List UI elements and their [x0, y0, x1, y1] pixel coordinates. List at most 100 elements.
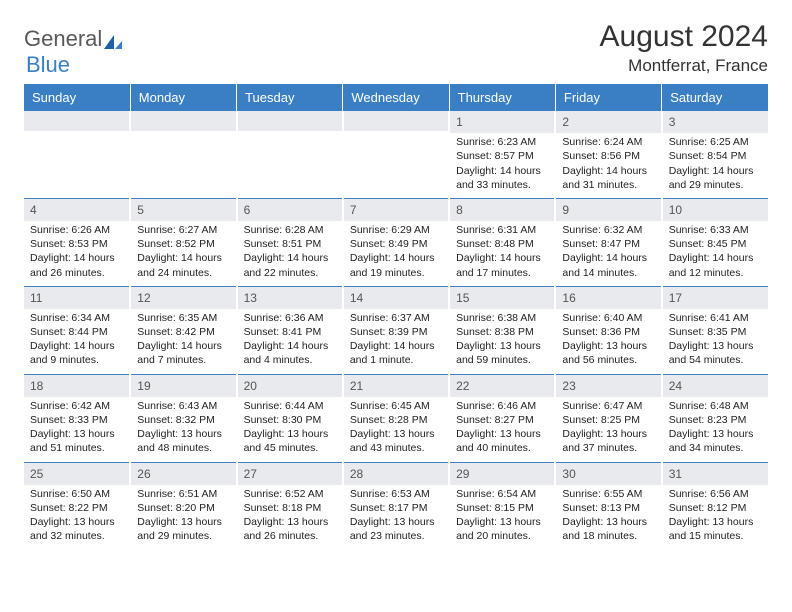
- day-number: 15: [450, 286, 554, 309]
- day-details: Sunrise: 6:42 AMSunset: 8:33 PMDaylight:…: [24, 397, 129, 462]
- daylight-text: Daylight: 14 hours and 9 minutes.: [30, 339, 123, 367]
- day-details: Sunrise: 6:34 AMSunset: 8:44 PMDaylight:…: [24, 309, 129, 374]
- calendar-day-cell: 10Sunrise: 6:33 AMSunset: 8:45 PMDayligh…: [662, 198, 768, 286]
- day-details: Sunrise: 6:53 AMSunset: 8:17 PMDaylight:…: [344, 485, 448, 550]
- daylight-text: Daylight: 14 hours and 1 minute.: [350, 339, 442, 367]
- calendar-day-cell: 22Sunrise: 6:46 AMSunset: 8:27 PMDayligh…: [449, 374, 555, 462]
- day-details: Sunrise: 6:27 AMSunset: 8:52 PMDaylight:…: [131, 221, 235, 286]
- sunrise-text: Sunrise: 6:41 AM: [669, 311, 762, 325]
- brand-text-1: General: [24, 26, 102, 51]
- day-number: 21: [344, 374, 448, 397]
- daylight-text: Daylight: 13 hours and 15 minutes.: [669, 515, 762, 543]
- day-number: 1: [450, 111, 554, 133]
- calendar-week-row: 25Sunrise: 6:50 AMSunset: 8:22 PMDayligh…: [24, 462, 768, 550]
- daylight-text: Daylight: 14 hours and 24 minutes.: [137, 251, 229, 279]
- day-number: 8: [450, 198, 554, 221]
- calendar-day-cell: 2Sunrise: 6:24 AMSunset: 8:56 PMDaylight…: [555, 111, 661, 198]
- daylight-text: Daylight: 13 hours and 40 minutes.: [456, 427, 548, 455]
- sunset-text: Sunset: 8:47 PM: [562, 237, 654, 251]
- weekday-header: Tuesday: [237, 84, 343, 111]
- day-number: 31: [663, 462, 768, 485]
- sunset-text: Sunset: 8:41 PM: [244, 325, 336, 339]
- day-details: Sunrise: 6:43 AMSunset: 8:32 PMDaylight:…: [131, 397, 235, 462]
- daylight-text: Daylight: 13 hours and 54 minutes.: [669, 339, 762, 367]
- sunrise-text: Sunrise: 6:45 AM: [350, 399, 442, 413]
- sunset-text: Sunset: 8:36 PM: [562, 325, 654, 339]
- sunset-text: Sunset: 8:45 PM: [669, 237, 762, 251]
- calendar-day-cell: 8Sunrise: 6:31 AMSunset: 8:48 PMDaylight…: [449, 198, 555, 286]
- daylight-text: Daylight: 13 hours and 56 minutes.: [562, 339, 654, 367]
- day-details: Sunrise: 6:33 AMSunset: 8:45 PMDaylight:…: [663, 221, 768, 286]
- sunrise-text: Sunrise: 6:36 AM: [244, 311, 336, 325]
- sunset-text: Sunset: 8:15 PM: [456, 501, 548, 515]
- day-number: [24, 111, 129, 131]
- sunrise-text: Sunrise: 6:26 AM: [30, 223, 123, 237]
- sunrise-text: Sunrise: 6:29 AM: [350, 223, 442, 237]
- calendar-day-cell: 3Sunrise: 6:25 AMSunset: 8:54 PMDaylight…: [662, 111, 768, 198]
- calendar-day-cell: 23Sunrise: 6:47 AMSunset: 8:25 PMDayligh…: [555, 374, 661, 462]
- sunset-text: Sunset: 8:13 PM: [562, 501, 654, 515]
- calendar-day-cell: 13Sunrise: 6:36 AMSunset: 8:41 PMDayligh…: [237, 286, 343, 374]
- sunrise-text: Sunrise: 6:52 AM: [244, 487, 336, 501]
- day-number: 13: [238, 286, 342, 309]
- day-number: 18: [24, 374, 129, 397]
- calendar-day-cell: 26Sunrise: 6:51 AMSunset: 8:20 PMDayligh…: [130, 462, 236, 550]
- sunrise-text: Sunrise: 6:40 AM: [562, 311, 654, 325]
- calendar-day-cell: [237, 111, 343, 198]
- day-details: Sunrise: 6:37 AMSunset: 8:39 PMDaylight:…: [344, 309, 448, 374]
- day-details: Sunrise: 6:51 AMSunset: 8:20 PMDaylight:…: [131, 485, 235, 550]
- day-details: Sunrise: 6:32 AMSunset: 8:47 PMDaylight:…: [556, 221, 660, 286]
- day-details: Sunrise: 6:45 AMSunset: 8:28 PMDaylight:…: [344, 397, 448, 462]
- sunrise-text: Sunrise: 6:28 AM: [244, 223, 336, 237]
- day-details: [238, 131, 342, 193]
- day-number: 30: [556, 462, 660, 485]
- weekday-header-row: Sunday Monday Tuesday Wednesday Thursday…: [24, 84, 768, 111]
- sunset-text: Sunset: 8:57 PM: [456, 149, 548, 163]
- weekday-header: Saturday: [662, 84, 768, 111]
- location: Montferrat, France: [600, 56, 768, 76]
- calendar-day-cell: 19Sunrise: 6:43 AMSunset: 8:32 PMDayligh…: [130, 374, 236, 462]
- calendar-week-row: 11Sunrise: 6:34 AMSunset: 8:44 PMDayligh…: [24, 286, 768, 374]
- day-number: 24: [663, 374, 768, 397]
- sunrise-text: Sunrise: 6:24 AM: [562, 135, 654, 149]
- day-number: 11: [24, 286, 129, 309]
- day-details: Sunrise: 6:29 AMSunset: 8:49 PMDaylight:…: [344, 221, 448, 286]
- sunrise-text: Sunrise: 6:37 AM: [350, 311, 442, 325]
- day-number: 5: [131, 198, 235, 221]
- sunrise-text: Sunrise: 6:25 AM: [669, 135, 762, 149]
- day-number: 3: [663, 111, 768, 133]
- sunrise-text: Sunrise: 6:33 AM: [669, 223, 762, 237]
- sunset-text: Sunset: 8:32 PM: [137, 413, 229, 427]
- daylight-text: Daylight: 13 hours and 23 minutes.: [350, 515, 442, 543]
- day-number: 6: [238, 198, 342, 221]
- day-details: Sunrise: 6:54 AMSunset: 8:15 PMDaylight:…: [450, 485, 554, 550]
- sunset-text: Sunset: 8:17 PM: [350, 501, 442, 515]
- sunrise-text: Sunrise: 6:23 AM: [456, 135, 548, 149]
- calendar-day-cell: 18Sunrise: 6:42 AMSunset: 8:33 PMDayligh…: [24, 374, 130, 462]
- calendar-day-cell: 9Sunrise: 6:32 AMSunset: 8:47 PMDaylight…: [555, 198, 661, 286]
- calendar-day-cell: 15Sunrise: 6:38 AMSunset: 8:38 PMDayligh…: [449, 286, 555, 374]
- sail-icon: [102, 33, 124, 51]
- sunrise-text: Sunrise: 6:51 AM: [137, 487, 229, 501]
- sunset-text: Sunset: 8:53 PM: [30, 237, 123, 251]
- sunset-text: Sunset: 8:27 PM: [456, 413, 548, 427]
- day-details: Sunrise: 6:26 AMSunset: 8:53 PMDaylight:…: [24, 221, 129, 286]
- daylight-text: Daylight: 14 hours and 7 minutes.: [137, 339, 229, 367]
- day-details: Sunrise: 6:35 AMSunset: 8:42 PMDaylight:…: [131, 309, 235, 374]
- weekday-header: Friday: [555, 84, 661, 111]
- daylight-text: Daylight: 13 hours and 37 minutes.: [562, 427, 654, 455]
- day-details: Sunrise: 6:36 AMSunset: 8:41 PMDaylight:…: [238, 309, 342, 374]
- calendar-day-cell: 27Sunrise: 6:52 AMSunset: 8:18 PMDayligh…: [237, 462, 343, 550]
- calendar-day-cell: [24, 111, 130, 198]
- day-number: 16: [556, 286, 660, 309]
- daylight-text: Daylight: 13 hours and 26 minutes.: [244, 515, 336, 543]
- daylight-text: Daylight: 13 hours and 29 minutes.: [137, 515, 229, 543]
- sunrise-text: Sunrise: 6:31 AM: [456, 223, 548, 237]
- sunrise-text: Sunrise: 6:46 AM: [456, 399, 548, 413]
- day-number: [238, 111, 342, 131]
- day-number: 27: [238, 462, 342, 485]
- sunset-text: Sunset: 8:38 PM: [456, 325, 548, 339]
- calendar-day-cell: 7Sunrise: 6:29 AMSunset: 8:49 PMDaylight…: [343, 198, 449, 286]
- sunrise-text: Sunrise: 6:54 AM: [456, 487, 548, 501]
- calendar-day-cell: 25Sunrise: 6:50 AMSunset: 8:22 PMDayligh…: [24, 462, 130, 550]
